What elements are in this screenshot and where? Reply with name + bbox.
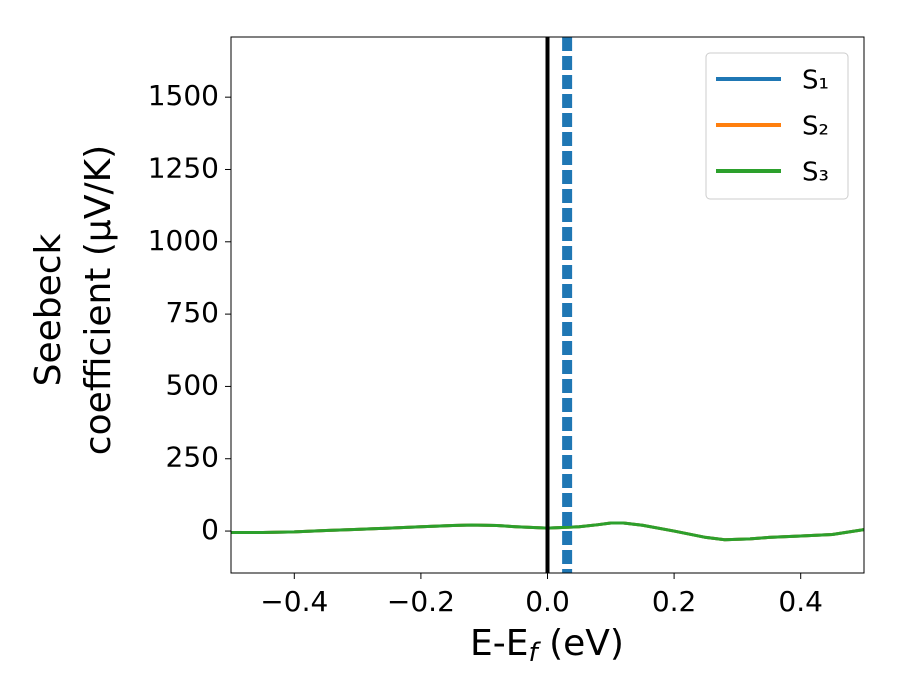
x-label-main: E-E: [470, 623, 528, 664]
x-tick-label: −0.2: [387, 585, 455, 618]
y-axis-label: coefficient (μV/K): [78, 145, 119, 455]
plot: [231, 37, 864, 573]
x-tick-label: 0.2: [652, 585, 697, 618]
x-axis-label: E-Ef (eV): [470, 623, 624, 668]
y-tick-label: 500: [166, 368, 219, 401]
x-tick-label: 0.4: [778, 585, 823, 618]
series-line: [231, 521, 864, 542]
y-tick-label: 250: [166, 441, 219, 474]
legend-label: S₁: [802, 66, 829, 96]
x-label-rest: (eV): [538, 623, 624, 664]
x-tick-label: 0.0: [525, 585, 570, 618]
y-tick-label: 750: [166, 296, 219, 329]
y-tick-label: 1000: [148, 224, 219, 257]
legend: S₁ S₂ S₃: [705, 52, 849, 200]
y-axis-label: Seebeck: [28, 233, 69, 386]
legend-label: S₃: [802, 158, 829, 188]
y-tick-label: 1500: [148, 79, 219, 112]
y-tick-label: 0: [201, 513, 219, 546]
x-tick-label: −0.4: [260, 585, 328, 618]
legend-label: S₂: [802, 112, 829, 142]
y-tick-label: 1250: [148, 151, 219, 184]
